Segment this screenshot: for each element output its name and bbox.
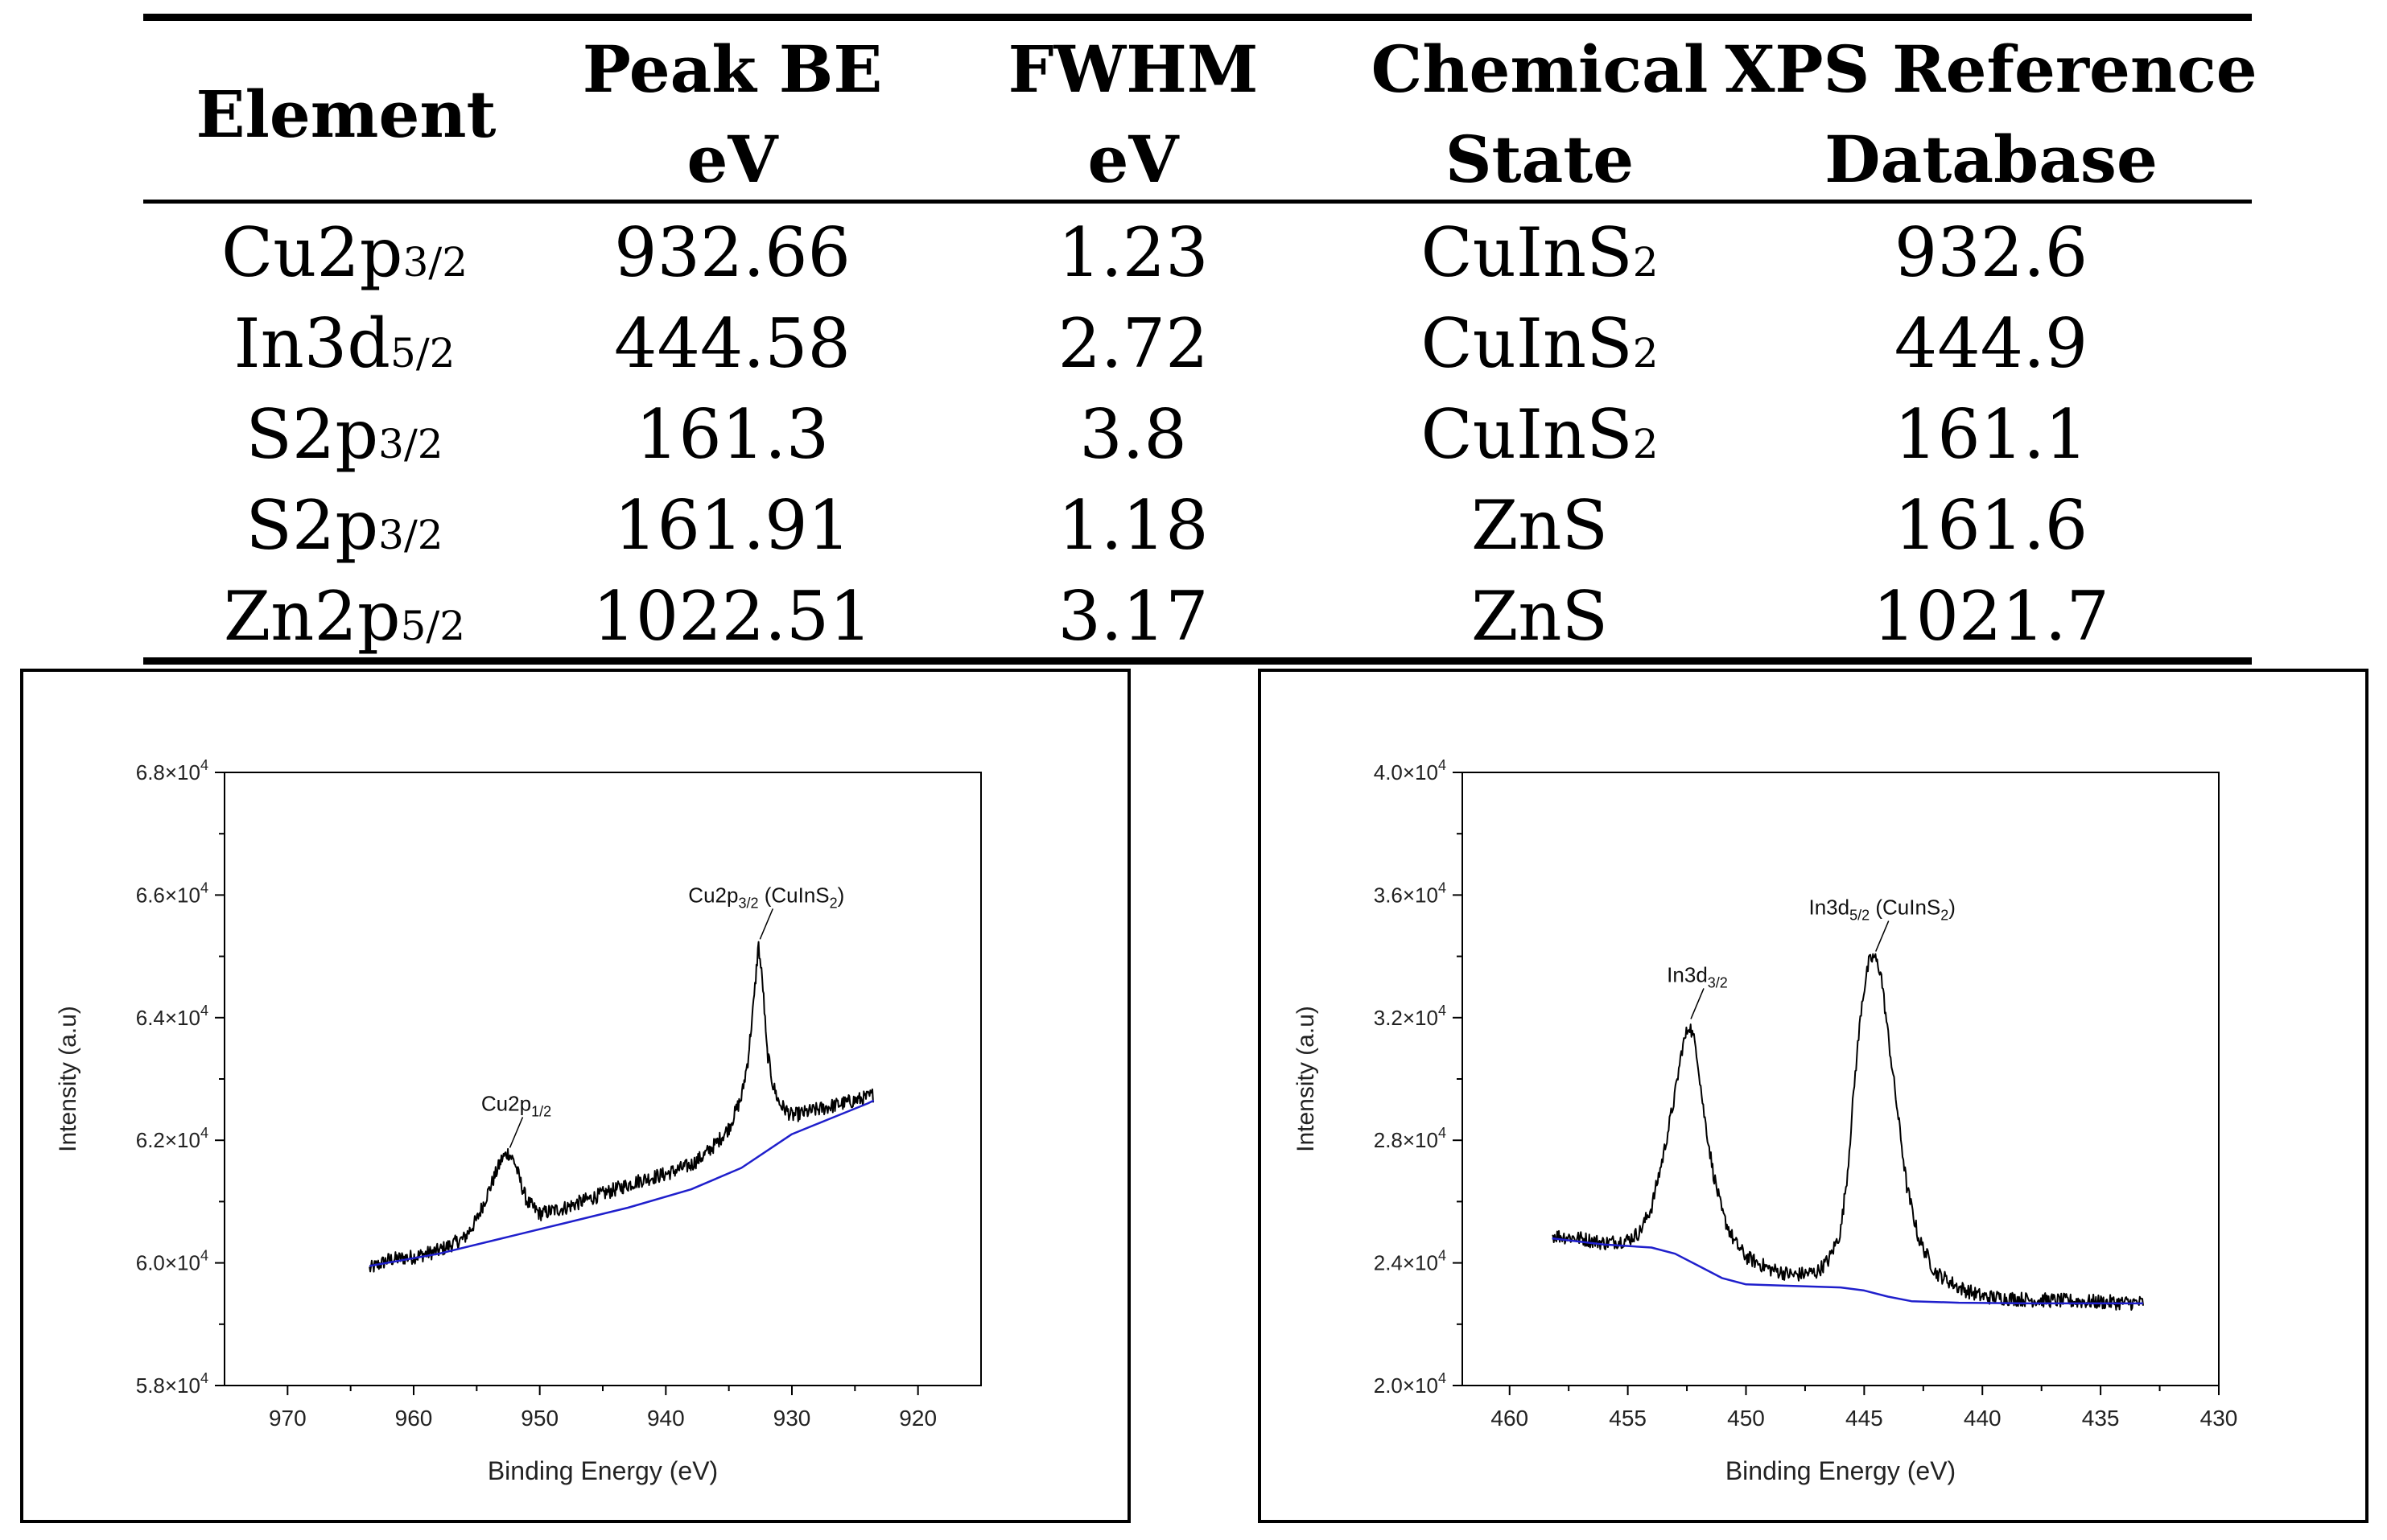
cell-chemical-state: ZnS [1470,486,1609,565]
cu2p-spectrum-panel: 970 960 950 940 930 920 5.8×104 6.0×104 6.2×104 6… [20,669,1131,1523]
x-tick-label: 430 [2200,1406,2238,1431]
cell-reference: 444.9 [1894,304,2088,383]
xps-peak-table: Element Peak BE eV FWHM eV Chemical State X… [0,0,2387,668]
table-top-rule [143,14,2252,21]
cell-element: S2p3/2 [245,486,443,565]
cell-chemical-state: ZnS [1470,577,1609,656]
y-tick-label: 3.2×104 [1374,1003,1446,1030]
x-tick-label: 920 [899,1406,937,1431]
x-tick-label: 455 [1609,1406,1647,1431]
y-tick-label: 4.0×104 [1374,757,1446,784]
cell-reference: 1021.7 [1873,577,2109,656]
y-tick-label: 2.0×104 [1374,1370,1446,1398]
cell-reference: 161.1 [1894,395,2088,474]
y-tick-label: 3.6×104 [1374,879,1446,907]
x-tick-label: 450 [1727,1406,1765,1431]
x-axis-label: Binding Energy (eV) [1725,1456,1956,1485]
x-tick-label: 950 [521,1406,559,1431]
cell-element: In3d5/2 [233,304,456,383]
spectrum-line [1552,953,2144,1311]
x-axis-label: Binding Energy (eV) [488,1456,718,1485]
background-line [1552,1237,2143,1305]
y-axis-label: Intensity (a.u) [1292,1006,1319,1152]
peak-annotation: In3d5/2 (CuInS2) [1808,896,1955,924]
header-peak-be: Peak BE eV [582,31,883,197]
table-bottom-rule [143,657,2252,665]
annotation-leader [1690,988,1705,1019]
plot-frame [1461,772,2220,1386]
cell-fwhm: 2.72 [1057,304,1209,383]
x-tick-label: 435 [2082,1406,2120,1431]
x-tick-label: 930 [773,1406,811,1431]
header-fwhm: FWHM eV [1008,31,1259,197]
x-tick-label: 445 [1845,1406,1883,1431]
x-tick-label: 940 [647,1406,685,1431]
spectrum-line [369,941,875,1273]
cu2p-spectrum-chart: 970 960 950 940 930 920 5.8×104 6.0×104 6.2×104 6… [55,757,982,1485]
y-tick-label: 6.0×104 [136,1248,208,1275]
cell-reference: 932.6 [1894,213,2088,292]
header-chemical-state: Chemical State [1371,31,1709,197]
table-header-rule [143,200,2252,204]
header-xps-reference: XPS Reference Database [1725,31,2257,197]
in3d-spectrum-chart: 460 455 450 445 440 435 430 2.0×104 2.4×104 2.8×1… [1292,757,2238,1485]
plot-frame [224,772,982,1386]
y-tick-label: 6.2×104 [136,1125,208,1152]
y-tick-label: 5.8×104 [136,1370,208,1398]
annotation-leader [759,908,774,940]
cell-chemical-state: CuInS2 [1420,304,1659,383]
y-tick-label: 6.4×104 [136,1003,208,1030]
annotation-leader [509,1117,524,1148]
cell-fwhm: 1.18 [1057,486,1209,565]
cell-chemical-state: CuInS2 [1420,213,1659,292]
cell-reference: 161.6 [1894,486,2088,565]
peak-annotation: Cu2p3/2 (CuInS2) [688,883,844,911]
peak-annotation: Cu2p1/2 [481,1091,551,1119]
y-axis-label: Intensity (a.u) [55,1006,81,1152]
x-tick-label: 460 [1490,1406,1528,1431]
cell-peak-be: 444.58 [614,304,851,383]
cell-fwhm: 3.8 [1079,395,1187,474]
cell-peak-be: 1022.51 [592,577,872,656]
cell-element: Cu2p3/2 [221,213,468,292]
cell-element: Zn2p5/2 [223,577,466,656]
cell-peak-be: 932.66 [614,213,851,292]
annotation-leader [1875,920,1890,952]
cell-fwhm: 1.23 [1057,213,1209,292]
cell-peak-be: 161.3 [635,395,830,474]
x-tick-label: 440 [1964,1406,2002,1431]
cell-fwhm: 3.17 [1057,577,1209,656]
y-tick-label: 2.4×104 [1374,1248,1446,1275]
in3d-spectrum-panel: 460 455 450 445 440 435 430 2.0×104 2.4×104 2.8×1… [1258,669,2368,1523]
cell-element: S2p3/2 [245,395,443,474]
x-tick-label: 970 [269,1406,307,1431]
y-tick-label: 6.6×104 [136,879,208,907]
y-tick-label: 2.8×104 [1374,1125,1446,1152]
cell-peak-be: 161.91 [614,486,851,565]
x-tick-label: 960 [395,1406,433,1431]
peak-annotation: In3d3/2 [1667,962,1728,990]
y-tick-label: 6.8×104 [136,757,208,784]
cell-chemical-state: CuInS2 [1420,395,1659,474]
header-element: Element [196,76,497,152]
background-line [369,1099,875,1267]
